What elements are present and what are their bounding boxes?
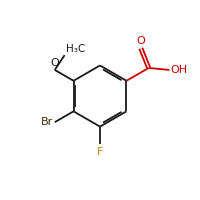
Text: H₃C: H₃C	[66, 44, 85, 54]
Text: Br: Br	[41, 117, 53, 127]
Text: O: O	[50, 58, 59, 68]
Text: F: F	[97, 147, 103, 157]
Text: OH: OH	[170, 65, 187, 75]
Text: O: O	[136, 36, 145, 46]
